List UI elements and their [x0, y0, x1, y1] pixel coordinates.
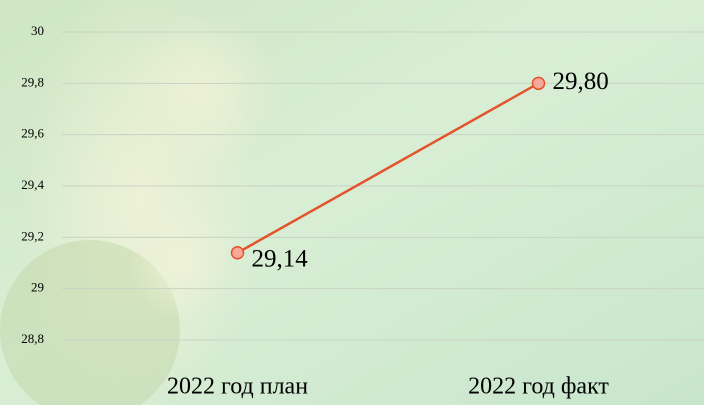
y-tick-label: 29,8	[21, 74, 44, 89]
y-tick-label: 29,4	[21, 177, 44, 192]
y-tick-label: 29,6	[21, 126, 44, 141]
y-tick-label: 28,8	[21, 331, 44, 346]
x-tick-label: 2022 год факт	[468, 374, 609, 400]
y-tick-label: 30	[31, 23, 44, 38]
data-label: 29,80	[553, 68, 609, 95]
data-point	[531, 76, 546, 91]
data-point	[230, 245, 245, 260]
plot-area: 28,8 29 29,2 29,4 29,6 29,8 30 2022 год план 202…	[21, 23, 704, 400]
data-label: 29,14	[252, 245, 309, 272]
x-tick-label: 2022 год план	[167, 374, 308, 400]
y-tick-label: 29	[31, 280, 44, 295]
data-line	[236, 82, 540, 254]
y-tick-label: 29,2	[21, 228, 44, 243]
flower-decoration	[0, 0, 280, 405]
